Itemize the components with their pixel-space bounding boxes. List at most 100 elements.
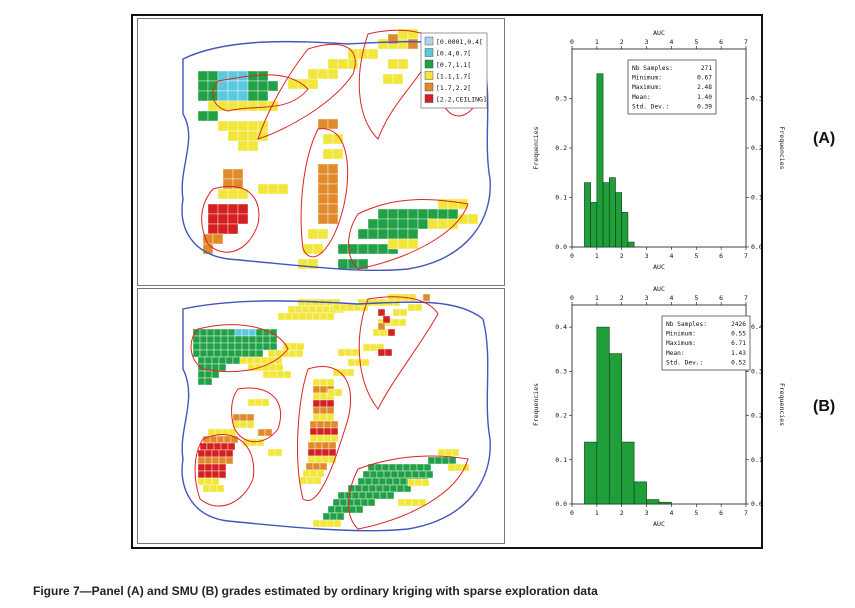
stat-value: 6.71 [731,340,746,347]
map-b-block [371,477,380,486]
map-a-block [237,100,249,112]
map-b-block [274,448,283,457]
map-b-block [287,305,296,314]
map-b-block [213,349,222,358]
map-a-block [397,228,409,240]
map-b-block [346,303,355,312]
map-a-block [257,130,269,142]
x-tick-label: 4 [669,509,673,517]
map-b-block [254,398,263,407]
map-b-block [314,441,323,450]
map-a-block [367,48,379,60]
map-a-block [197,70,209,82]
stats-box [661,315,751,371]
map-a-block [327,163,339,175]
map-a-block [347,48,359,60]
map-a-block [417,208,429,220]
map-b-block [220,342,229,351]
map-a-block [227,120,239,132]
map-b-block [323,427,332,436]
map-b-block [269,342,278,351]
map-a-block [357,243,369,255]
map-b-block [239,413,248,422]
map-b-block [305,312,314,321]
map-b-block [362,470,371,479]
map-a-block [227,188,239,200]
map-a-block [312,243,324,255]
map-b-block [306,476,315,485]
map-a-block [427,208,439,220]
map-b-block [441,456,450,465]
map-b-block [204,470,213,479]
x-tick-label: 6 [719,252,723,260]
y-tick-label-right: 0.1 [751,456,763,464]
map-b-block [334,505,343,514]
map-a-block [397,238,409,250]
map-a-block [447,198,459,210]
stat-value: 271 [701,65,712,72]
map-a-block [377,208,389,220]
x-tick-label-top: 0 [570,294,574,302]
map-a-block [227,80,239,92]
map-b-block [192,335,201,344]
x-tick-label-top: 5 [694,294,698,302]
map-a-block [447,208,459,220]
map-b-block [374,463,383,472]
map-b-block [213,442,222,451]
map-b-block [355,505,364,514]
map-a-block [387,58,399,70]
map-b-block [321,448,330,457]
map-a-block [322,148,334,160]
histogram-bar [658,501,672,505]
map-b-block [383,470,392,479]
map-a-block [307,258,319,270]
map-b-block [362,343,371,352]
map-b-block [199,335,208,344]
map-b-block [257,428,266,437]
map-b-block [209,435,218,444]
map-b-block [192,342,201,351]
map-b-block [248,342,257,351]
map-a-block [217,120,229,132]
map-b-block [339,368,348,377]
map-b-block [227,328,236,337]
x-tick-label: 2 [620,509,624,517]
map-b-block [269,335,278,344]
y-tick-label: 0.3 [555,95,567,103]
map-b-block [234,342,243,351]
y-tick-label: 0.4 [555,323,567,331]
map-b-block [360,498,369,507]
map-b-block [204,356,213,365]
map-b-block [211,370,220,379]
map-b-block [319,378,328,387]
map-a-block [217,80,229,92]
map-b-block [368,484,377,493]
x-tick-label: 6 [719,509,723,517]
x-tick-label-top: 0 [570,38,574,46]
map-b-block [234,335,243,344]
map-b-block [319,413,328,422]
map-b-block [357,298,366,307]
map-a-block [407,218,419,230]
map-b-block [276,370,285,379]
map-a-block [377,38,389,50]
map-a-contour-2 [358,29,439,140]
map-b-block [227,349,236,358]
map-b-block [416,463,425,472]
map-a-block [407,208,419,220]
map-b-block [232,413,241,422]
map-a-block [257,90,269,102]
map-b-block [241,328,250,337]
legend-label: [0.0001,0.4[ [436,38,483,46]
map-a-block [387,218,399,230]
map-a-block [227,223,239,235]
x-tick-label: 5 [694,509,698,517]
map-a-block [307,78,319,90]
map-b-block [204,370,213,379]
map-a-block [247,120,259,132]
map-a-block [207,70,219,82]
stat-name: Maximum: [666,340,696,347]
map-b-block [337,348,346,357]
map-b-block [377,308,386,317]
map-b-block [334,388,343,397]
